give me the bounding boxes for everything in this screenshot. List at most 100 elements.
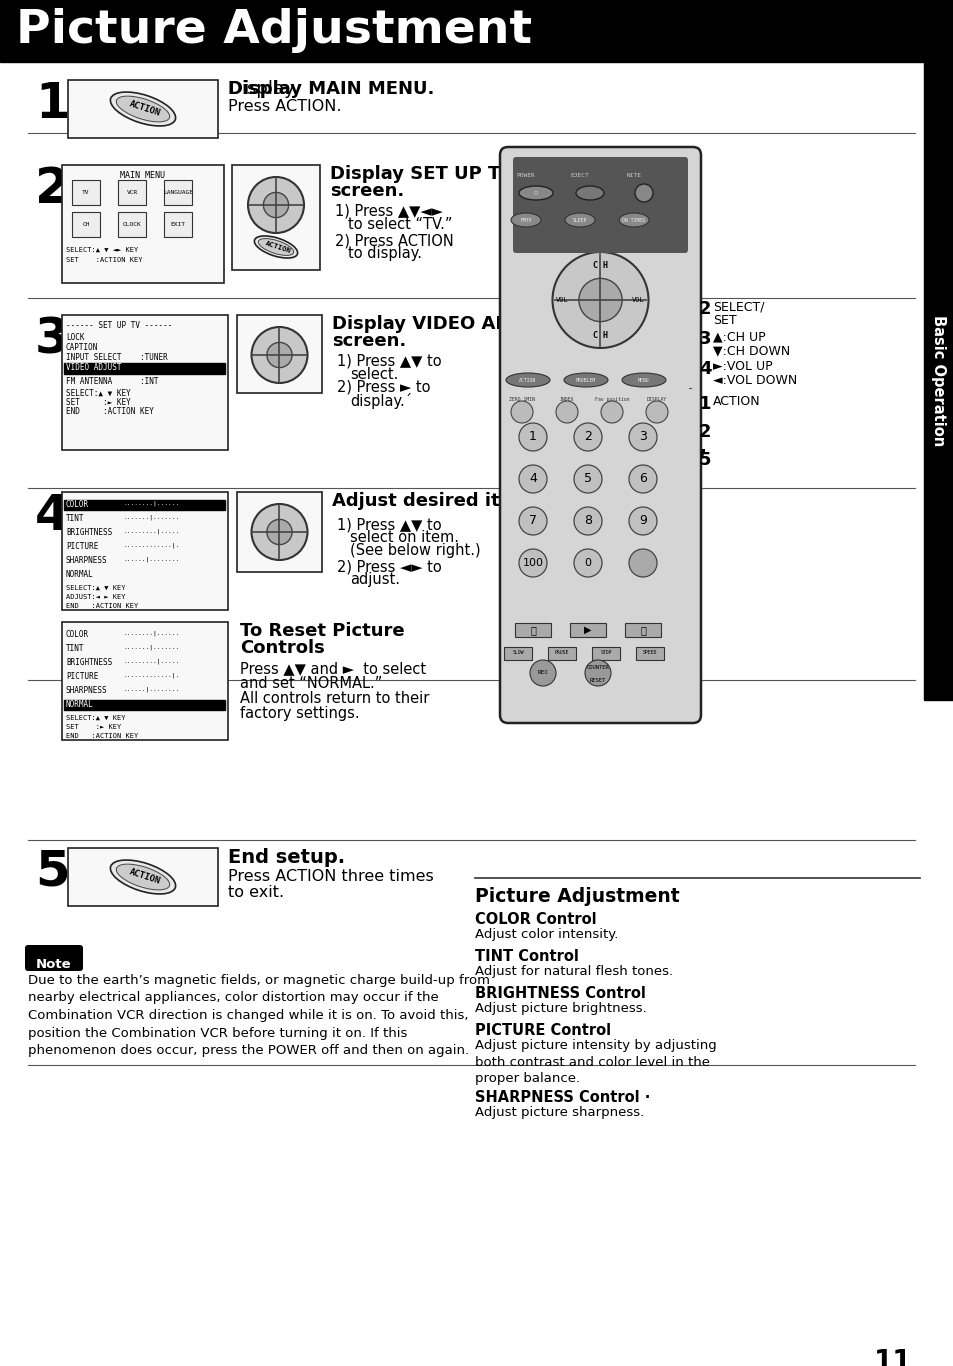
Text: LANGUAGE: LANGUAGE bbox=[163, 190, 193, 194]
Text: BRIGHTNESS Control: BRIGHTNESS Control bbox=[475, 986, 645, 1001]
Text: PICTURE Control: PICTURE Control bbox=[475, 1023, 611, 1038]
Bar bbox=[923, 61, 953, 699]
Bar bbox=[68, 81, 218, 138]
Text: COUNTER: COUNTER bbox=[586, 665, 609, 669]
Ellipse shape bbox=[564, 213, 595, 227]
Text: Press ACTION three times: Press ACTION three times bbox=[228, 869, 434, 884]
Text: 2) Press ACTION: 2) Press ACTION bbox=[335, 234, 454, 249]
Bar bbox=[624, 623, 660, 637]
Bar bbox=[62, 492, 228, 611]
Text: ADJUST:◄ ► KEY: ADJUST:◄ ► KEY bbox=[66, 594, 126, 600]
Ellipse shape bbox=[563, 373, 607, 387]
Text: COLOR Control: COLOR Control bbox=[475, 912, 596, 928]
Text: CH: CH bbox=[82, 221, 90, 227]
Bar bbox=[503, 647, 532, 660]
Text: and set “NORMAL.”: and set “NORMAL.” bbox=[240, 676, 382, 691]
Circle shape bbox=[252, 326, 307, 382]
Text: SELECT:▲ ▼ KEY: SELECT:▲ ▼ KEY bbox=[66, 714, 126, 721]
Text: screen.: screen. bbox=[332, 332, 406, 350]
Bar bbox=[62, 316, 228, 449]
Text: Display SET UP TV: Display SET UP TV bbox=[330, 165, 514, 183]
Bar bbox=[118, 180, 146, 205]
Bar bbox=[64, 363, 225, 374]
Text: Note: Note bbox=[36, 958, 71, 971]
Bar bbox=[62, 622, 228, 740]
Circle shape bbox=[556, 402, 578, 423]
Text: display.´: display.´ bbox=[350, 393, 412, 408]
Text: .........|.....: .........|..... bbox=[124, 529, 180, 534]
Text: SHARPNESS: SHARPNESS bbox=[66, 556, 108, 566]
Text: MENU: MENU bbox=[638, 377, 649, 382]
Text: SET     :► KEY: SET :► KEY bbox=[66, 398, 131, 407]
Circle shape bbox=[574, 549, 601, 576]
Text: 3: 3 bbox=[699, 331, 711, 348]
Text: 5: 5 bbox=[35, 848, 70, 896]
Bar bbox=[592, 647, 619, 660]
Text: C H: C H bbox=[593, 331, 607, 340]
Text: Due to the earth’s magnetic fields, or magnetic charge build-up from
nearby elec: Due to the earth’s magnetic fields, or m… bbox=[28, 974, 490, 1057]
Text: Adjust picture brightness.: Adjust picture brightness. bbox=[475, 1003, 646, 1015]
Text: PROBLEM: PROBLEM bbox=[576, 377, 596, 382]
Text: END   :ACTION KEY: END :ACTION KEY bbox=[66, 734, 138, 739]
Circle shape bbox=[645, 402, 667, 423]
Text: 4: 4 bbox=[529, 473, 537, 485]
Bar bbox=[64, 500, 225, 510]
Text: SHARPNESS Control ·: SHARPNESS Control · bbox=[475, 1090, 650, 1105]
Text: NORMAL: NORMAL bbox=[66, 570, 93, 579]
Text: 5: 5 bbox=[583, 473, 592, 485]
Text: ACTION: ACTION bbox=[128, 867, 162, 887]
Text: Picture Adjustment: Picture Adjustment bbox=[16, 8, 532, 53]
Text: Display: Display bbox=[228, 81, 300, 98]
Text: TINT Control: TINT Control bbox=[475, 949, 578, 964]
Circle shape bbox=[628, 549, 657, 576]
Bar bbox=[64, 699, 225, 710]
Text: ▶: ▶ bbox=[583, 626, 591, 635]
Text: ACTION: ACTION bbox=[518, 377, 536, 382]
Text: Adjust for natural flesh tones.: Adjust for natural flesh tones. bbox=[475, 964, 673, 978]
Text: to select “TV.”: to select “TV.” bbox=[348, 217, 452, 232]
Bar bbox=[236, 316, 322, 393]
Text: factory settings.: factory settings. bbox=[240, 706, 359, 721]
Text: 6: 6 bbox=[639, 473, 646, 485]
Text: ........|......: ........|...... bbox=[124, 630, 180, 635]
Text: ⏩: ⏩ bbox=[639, 626, 645, 635]
Text: 4: 4 bbox=[35, 492, 70, 540]
Text: SELECT/: SELECT/ bbox=[712, 301, 763, 313]
Text: CLOCK: CLOCK bbox=[123, 221, 141, 227]
Circle shape bbox=[530, 660, 556, 686]
Text: Adjust picture sharpness.: Adjust picture sharpness. bbox=[475, 1106, 643, 1119]
Bar bbox=[164, 212, 192, 236]
Circle shape bbox=[628, 423, 657, 451]
Text: VIDEO ADJUST: VIDEO ADJUST bbox=[66, 363, 121, 372]
Bar bbox=[636, 647, 663, 660]
Ellipse shape bbox=[511, 213, 540, 227]
Text: ACTION: ACTION bbox=[264, 240, 292, 254]
Text: 100: 100 bbox=[522, 557, 543, 568]
Text: 2: 2 bbox=[699, 423, 711, 441]
Circle shape bbox=[628, 507, 657, 535]
Text: INPUT SELECT    :TUNER: INPUT SELECT :TUNER bbox=[66, 352, 168, 362]
Text: ........|......: ........|...... bbox=[124, 500, 180, 505]
Text: ACTION: ACTION bbox=[712, 395, 760, 408]
Text: adjust.: adjust. bbox=[350, 572, 399, 587]
Text: Press ACTION.: Press ACTION. bbox=[228, 98, 341, 113]
Text: SHARPNESS: SHARPNESS bbox=[66, 686, 108, 695]
Text: ⏪: ⏪ bbox=[530, 626, 536, 635]
Text: TV: TV bbox=[82, 190, 90, 194]
Text: Display MAIN MENU.: Display MAIN MENU. bbox=[228, 81, 434, 98]
Text: EXIT: EXIT bbox=[171, 221, 185, 227]
Ellipse shape bbox=[116, 96, 170, 122]
Bar bbox=[0, 0, 953, 61]
FancyBboxPatch shape bbox=[499, 148, 700, 723]
Text: Display VIDEO ADJUST: Display VIDEO ADJUST bbox=[332, 316, 557, 333]
Text: EJECT: EJECT bbox=[570, 173, 589, 178]
Text: 1) Press ▲▼ to: 1) Press ▲▼ to bbox=[336, 516, 441, 531]
Text: .............|.: .............|. bbox=[124, 542, 180, 548]
Text: 2: 2 bbox=[35, 165, 70, 213]
Text: 4: 4 bbox=[699, 361, 711, 378]
Text: 5: 5 bbox=[699, 451, 711, 469]
Text: to display.: to display. bbox=[348, 246, 421, 261]
Ellipse shape bbox=[258, 239, 294, 255]
Circle shape bbox=[600, 402, 622, 423]
Ellipse shape bbox=[576, 186, 603, 199]
